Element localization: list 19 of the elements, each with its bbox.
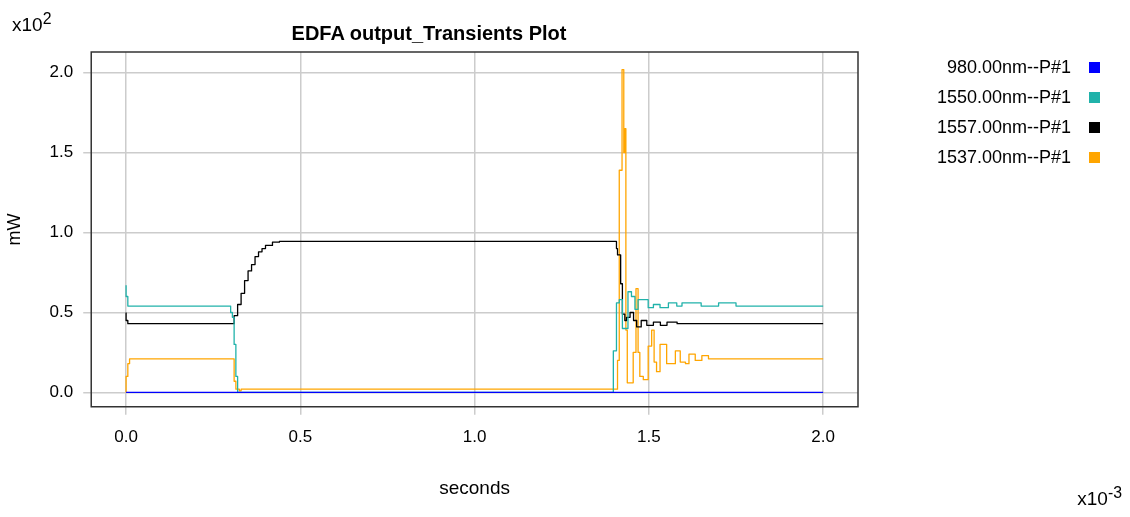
x-tick-label: 0.5 xyxy=(288,426,313,446)
x-tick-label: 1.0 xyxy=(462,426,487,446)
x-axis-title: seconds xyxy=(439,476,511,498)
y-axis-title: mW xyxy=(3,213,24,246)
x-tick-label: 2.0 xyxy=(811,426,835,446)
y-tick-label: 1.5 xyxy=(49,142,74,162)
legend-label: 1537.00nm--P#1 xyxy=(936,146,1071,169)
y-tick-label: 0.0 xyxy=(49,382,74,402)
x-tick-label: 0.0 xyxy=(114,426,138,446)
chart-title: EDFA output_Transients Plot xyxy=(291,21,567,44)
text: x10$^{-3}$ xyxy=(1077,484,1122,511)
y-tick-label: 1.0 xyxy=(49,222,74,242)
y-tick-label: 0.5 xyxy=(49,302,74,322)
y-tick-label: 2.0 xyxy=(49,62,74,82)
x-tick-label: 1.5 xyxy=(637,426,661,446)
legend-label: 1557.00nm--P#1 xyxy=(936,116,1071,139)
legend-label: 980.00nm--P#1 xyxy=(946,56,1071,79)
text: x10$^{2}$ xyxy=(12,10,52,37)
legend-label: 1550.00nm--P#1 xyxy=(936,86,1071,109)
